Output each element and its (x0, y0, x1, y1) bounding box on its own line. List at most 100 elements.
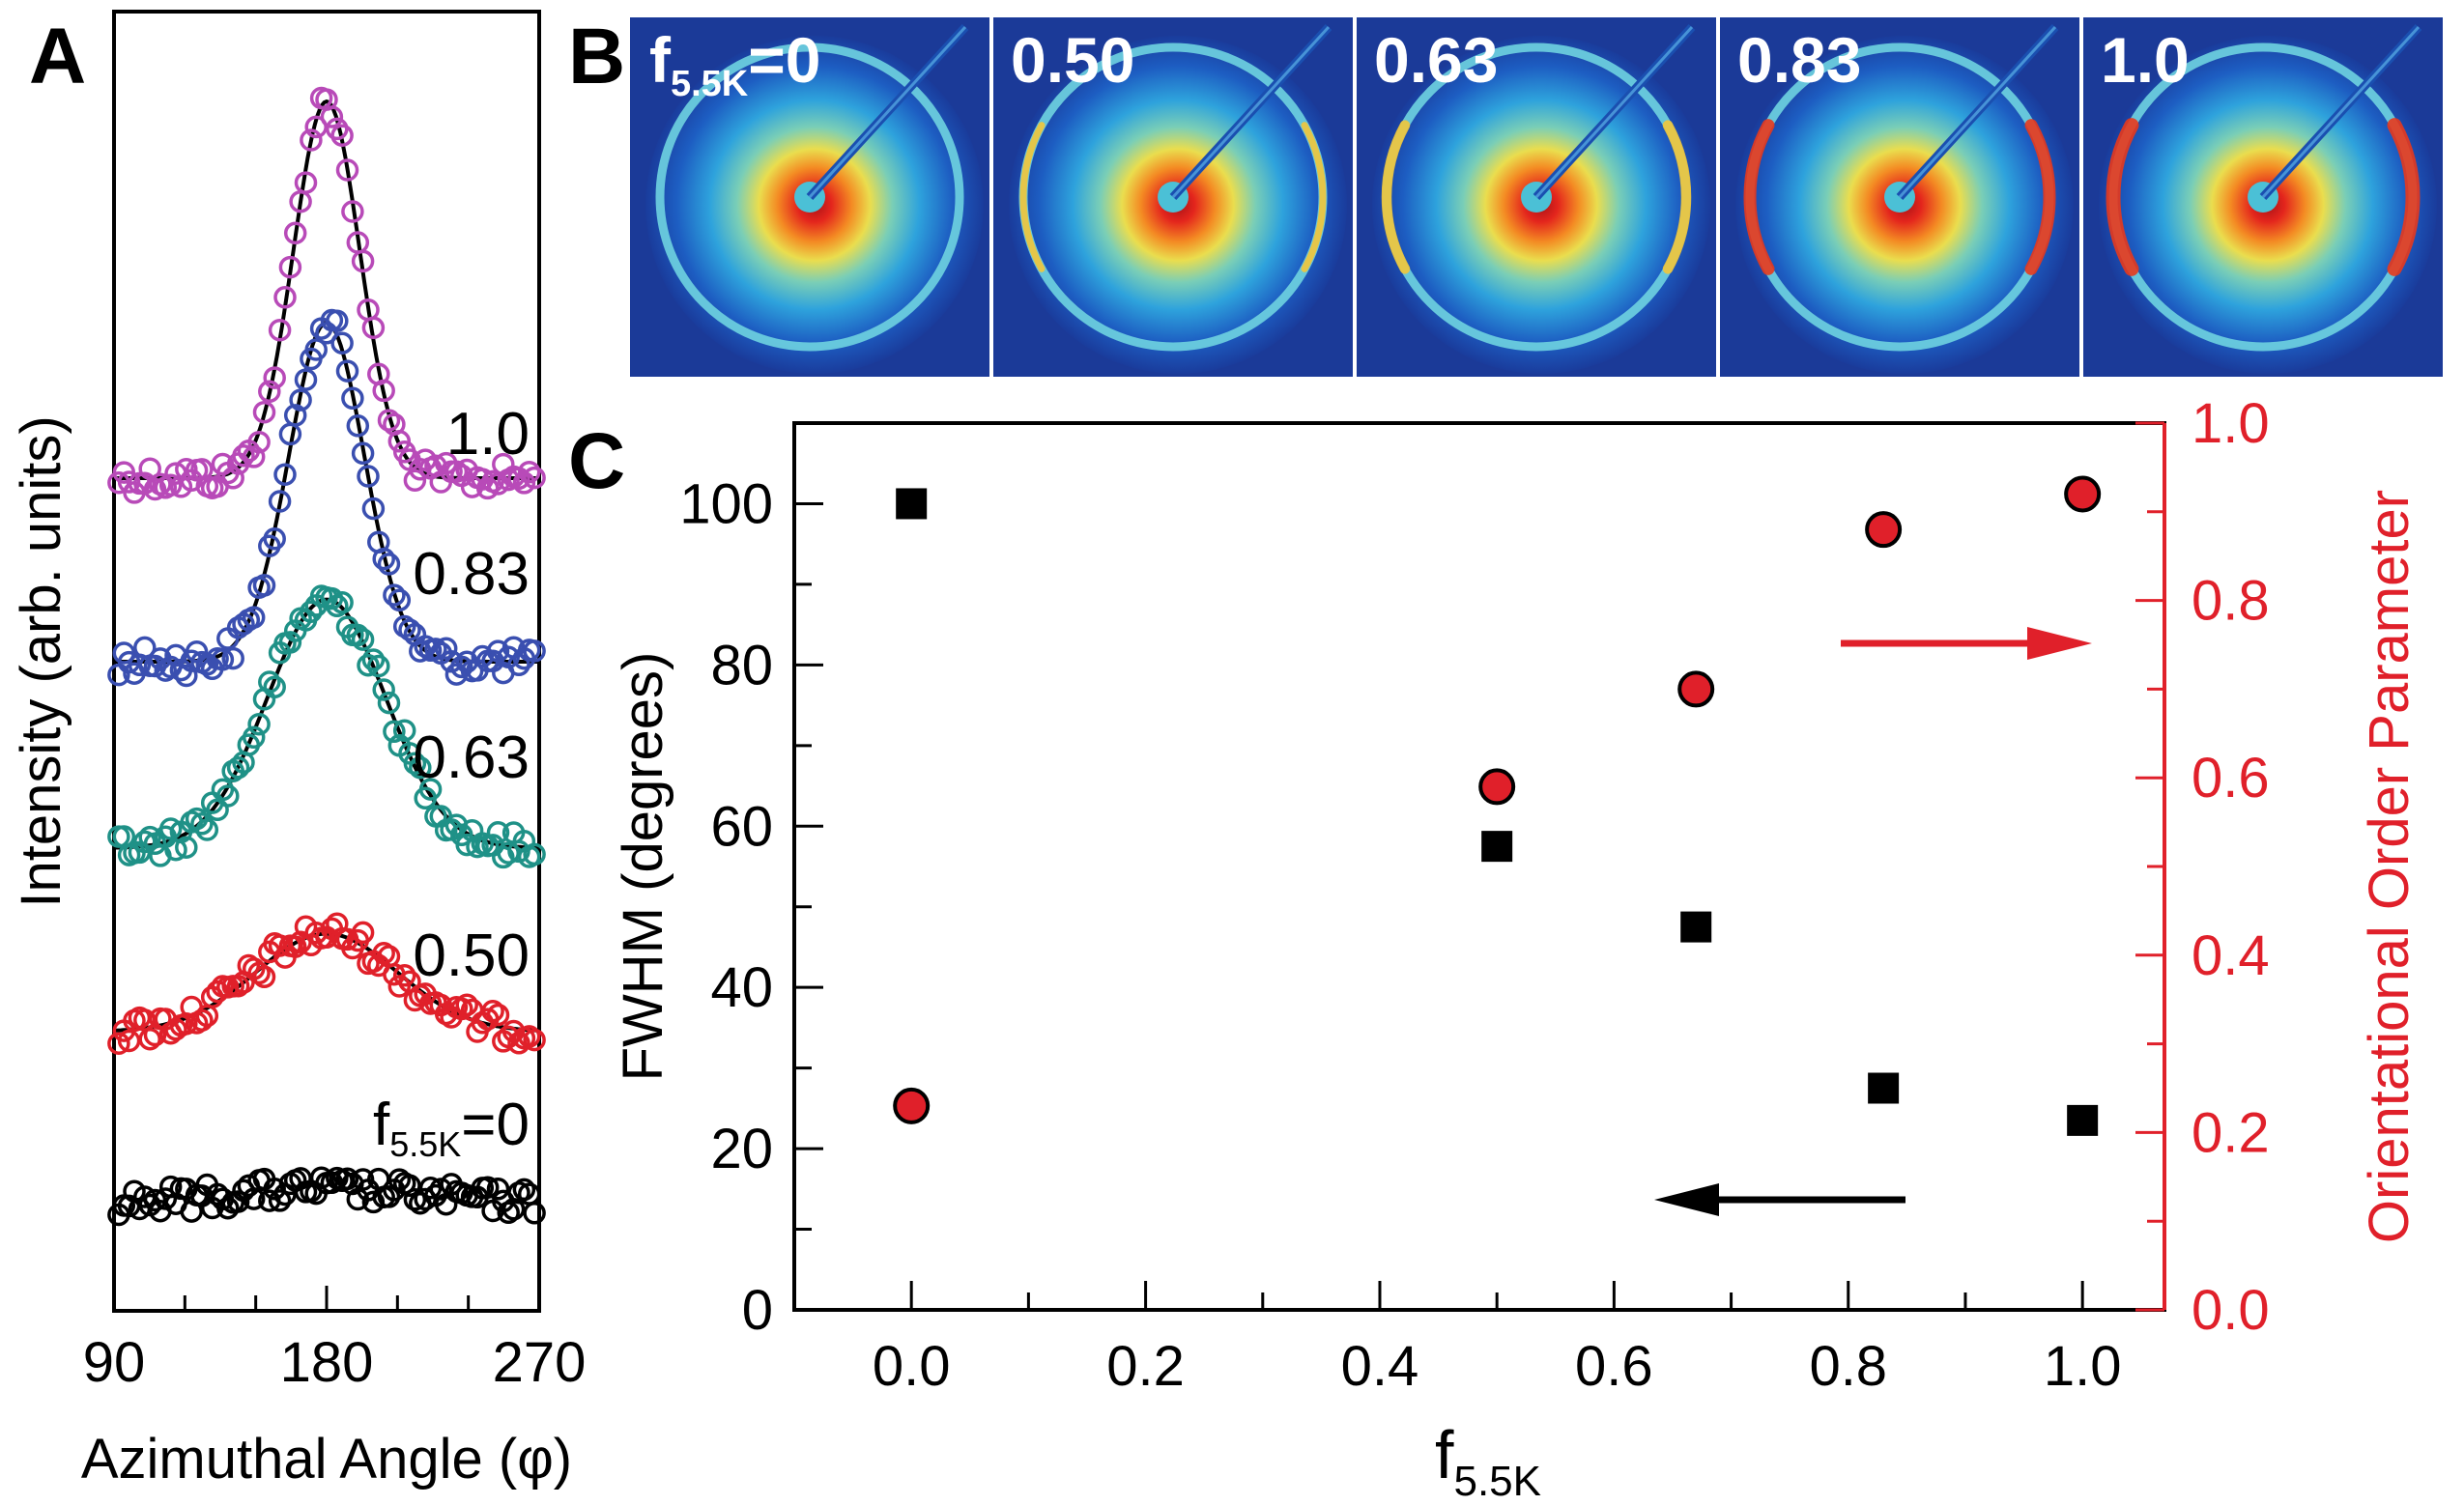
data-point-0.63 (346, 623, 370, 647)
data-point-1.0 (158, 473, 183, 497)
data-point-0.63 (392, 719, 416, 742)
fwhm-point (896, 488, 928, 520)
data-point-0.50 (138, 1027, 161, 1051)
saxs-arc-left (1381, 120, 1411, 274)
panel-c-ylabel: FWHM (degrees) (612, 652, 674, 1082)
data-point-0.50 (107, 1032, 130, 1055)
data-point-0.83 (221, 646, 244, 670)
panel-a-xlabel: Azimuthal Angle (φ) (81, 1428, 572, 1491)
data-point-0.83 (289, 388, 312, 412)
beam-stop-highlight (808, 25, 967, 199)
saxs-arc-right (2387, 118, 2421, 276)
data-point-0.63 (403, 752, 427, 776)
data-point-0.63 (138, 825, 161, 849)
data-point-0.83 (341, 386, 364, 411)
image-label-f0-tail: =0 (748, 24, 820, 96)
data-point-0.63 (300, 600, 323, 623)
data-point-0.83 (252, 574, 276, 597)
beam-stop-highlight (2261, 25, 2421, 199)
panel-c-ytick-label: 100 (679, 472, 773, 535)
data-point-1.0 (232, 444, 255, 468)
data-point-0.63 (330, 591, 354, 614)
image-label-f0-sub: 5.5K (671, 64, 749, 104)
data-point-1.0 (283, 221, 307, 245)
saxs-arc-right (1301, 122, 1327, 272)
panel-c-y2tick-label: 0.0 (2192, 1279, 2270, 1342)
panel-b: f5.5K=0 0.50 0.63 0.83 1.0 (630, 17, 2443, 377)
data-point-0.63 (226, 755, 250, 780)
panel-c-ytick-label: 80 (710, 634, 773, 696)
data-point-1.0 (242, 445, 266, 469)
curve-label-0-50: 0.50 (413, 923, 530, 989)
data-point-0.50 (481, 999, 504, 1023)
curve-label-1-0: 1.0 (446, 401, 530, 468)
data-point-1.0 (517, 460, 541, 484)
curve-label-f0-main: f (373, 1092, 390, 1158)
panel-c-y2tick-label: 1.0 (2192, 392, 2270, 455)
data-point-0.63 (523, 842, 546, 866)
data-point-0.83 (523, 639, 546, 663)
order-parameter-point (1865, 511, 1903, 549)
data-point-0.83 (434, 637, 458, 660)
data-point-1.0 (372, 379, 395, 403)
saxs-image-1 (993, 17, 1353, 377)
panel-c-ytick-label: 40 (710, 956, 773, 1019)
data-point-0.63 (372, 678, 395, 701)
panel-c-frame (792, 421, 2166, 1312)
data-point-0.83 (372, 547, 395, 571)
black-arrow (1654, 1183, 1905, 1216)
image-label-0-50: 0.50 (1011, 24, 1134, 96)
data-point-0.63 (190, 812, 214, 836)
curve-label-f0: f5.5K=0 (373, 1092, 530, 1164)
data-point-0.63 (175, 836, 198, 859)
panel-c-xtick-label: 1.0 (2044, 1335, 2122, 1398)
saxs-arc-left (1743, 119, 1775, 275)
data-point-0.63 (216, 784, 240, 808)
data-point-0.50 (304, 922, 328, 945)
image-label-f0-main: f (649, 24, 672, 96)
data-point-0.50 (326, 912, 349, 935)
saxs-image-3 (1720, 17, 2079, 377)
curve-label-0-83: 0.83 (413, 541, 530, 608)
data-point-0.63 (195, 818, 219, 841)
data-point-0.50 (486, 1003, 510, 1027)
fwhm-point (2067, 1104, 2099, 1136)
data-point-1.0 (247, 430, 271, 454)
panel-a-xtick-180: 180 (280, 1331, 374, 1394)
data-point-0.50 (226, 974, 250, 998)
panel-c-tick-labels: 0.0 0.2 0.4 0.6 0.8 1.0 0 20 40 60 80 100 0.0 0.2 0.4 0… (679, 392, 2269, 1398)
saxs-arc-left (2106, 118, 2139, 276)
data-point-0 (486, 1178, 510, 1201)
data-point-1.0 (138, 457, 161, 480)
panel-c-xtick-label: 0.2 (1106, 1335, 1185, 1398)
data-point-1.0 (304, 115, 328, 139)
fwhm-point (1481, 831, 1513, 863)
panel-a-xtick-90: 90 (83, 1331, 146, 1394)
data-point-1.0 (143, 477, 167, 501)
fwhm-point (1680, 911, 1712, 943)
order-parameter-point (893, 1087, 931, 1124)
data-point-0.83 (294, 368, 318, 391)
data-point-1.0 (263, 366, 286, 389)
data-point-0.63 (133, 830, 157, 854)
data-point-0.83 (330, 331, 354, 355)
panel-c-y2tick-label: 0.2 (2192, 1101, 2270, 1164)
data-point-1.0 (444, 460, 469, 483)
data-point-0.83 (507, 653, 530, 677)
data-point-0 (226, 1190, 250, 1213)
data-point-1.0 (335, 158, 359, 182)
saxs-image-2 (1357, 17, 1716, 377)
data-point-1.0 (117, 470, 141, 494)
data-point-0.50 (283, 935, 307, 958)
panel-c-xlabel-sub: 5.5K (1453, 1458, 1541, 1505)
data-point-0 (398, 1174, 421, 1198)
data-point-0.50 (351, 921, 375, 945)
data-point-0.63 (263, 675, 286, 699)
panel-c-xlabel-main: f (1435, 1417, 1454, 1492)
fwhm-point (1868, 1072, 1900, 1104)
data-point-0.63 (367, 654, 390, 678)
saxs-ring (655, 43, 964, 352)
data-point-0.50 (523, 1028, 546, 1052)
data-point-1.0 (175, 457, 198, 481)
panel-letter-b: B (568, 13, 625, 100)
